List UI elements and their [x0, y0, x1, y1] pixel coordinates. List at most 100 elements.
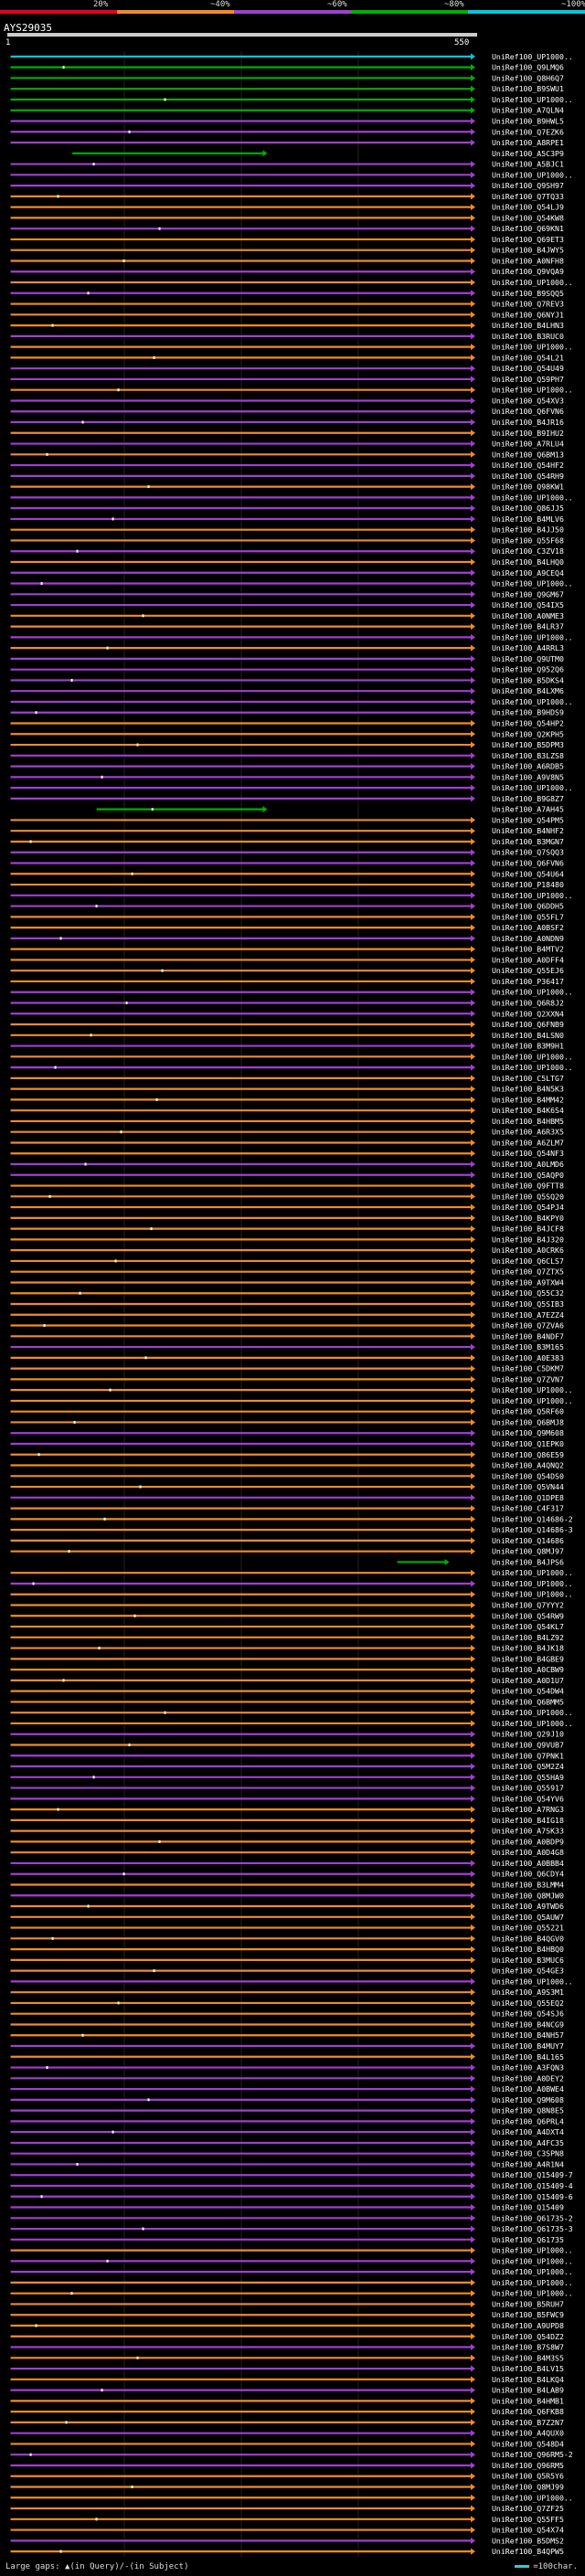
- hit-accession[interactable]: UniRef100_A4DXT4: [492, 2127, 564, 2136]
- hit-accession[interactable]: UniRef100_Q14686-3: [492, 1525, 573, 1534]
- hit-accession[interactable]: UniRef100_A0E383: [492, 1353, 564, 1362]
- hit-accession[interactable]: UniRef100_B4LXM6: [492, 686, 564, 695]
- hit-accession[interactable]: UniRef100_Q7SQQ3: [492, 848, 564, 857]
- hit-accession[interactable]: UniRef100_B4J320: [492, 1235, 564, 1244]
- hit-accession[interactable]: UniRef100_Q55F68: [492, 535, 564, 545]
- hit-accession[interactable]: UniRef100_A6R3X5: [492, 1128, 564, 1137]
- hit-accession[interactable]: UniRef100_B4LV15: [492, 2364, 564, 2373]
- hit-accession[interactable]: UniRef100_B4KPY0: [492, 1214, 564, 1223]
- hit-accession[interactable]: UniRef100_B4M3S5: [492, 2353, 564, 2362]
- hit-accession[interactable]: UniRef100_A9S3M1: [492, 1988, 564, 1997]
- hit-accession[interactable]: UniRef100_Q9VQA9: [492, 267, 564, 276]
- hit-accession[interactable]: UniRef100_Q7TQ33: [492, 192, 564, 201]
- hit-accession[interactable]: UniRef100_P36417: [492, 977, 564, 986]
- hit-accession[interactable]: UniRef100_Q2XXN4: [492, 1009, 564, 1018]
- hit-accession[interactable]: UniRef100_A7AH45: [492, 805, 564, 814]
- hit-accession[interactable]: UniRef100_A8RPE1: [492, 138, 564, 147]
- hit-accession[interactable]: UniRef100_B3M165: [492, 1342, 564, 1352]
- hit-accession[interactable]: UniRef100_Q7ZVA6: [492, 1321, 564, 1330]
- hit-accession[interactable]: UniRef100_Q54HF2: [492, 461, 564, 470]
- hit-accession[interactable]: UniRef100_B4MUY7: [492, 2041, 564, 2051]
- hit-accession[interactable]: UniRef100_Q7EZK6: [492, 127, 564, 136]
- hit-accession[interactable]: UniRef100_B4N5K3: [492, 1085, 564, 1094]
- hit-accession[interactable]: UniRef100_UP1000..: [492, 1063, 573, 1072]
- hit-accession[interactable]: UniRef100_Q9FTT8: [492, 1182, 564, 1191]
- hit-accession[interactable]: UniRef100_Q54U49: [492, 364, 564, 373]
- hit-accession[interactable]: UniRef100_Q54IX5: [492, 600, 564, 610]
- hit-accession[interactable]: UniRef100_A4R1N4: [492, 2159, 564, 2168]
- hit-accession[interactable]: UniRef100_A0NDN9: [492, 934, 564, 943]
- hit-accession[interactable]: UniRef100_UP1000..: [492, 2246, 573, 2255]
- hit-accession[interactable]: UniRef100_UP1000..: [492, 278, 573, 287]
- hit-accession[interactable]: UniRef100_Q6FKB8: [492, 2407, 564, 2416]
- hit-accession[interactable]: UniRef100_UP1000..: [492, 783, 573, 792]
- hit-accession[interactable]: UniRef100_B9SWU1: [492, 84, 564, 93]
- hit-accession[interactable]: UniRef100_UP1000..: [492, 579, 573, 588]
- hit-accession[interactable]: UniRef100_Q15409-6: [492, 2192, 573, 2201]
- hit-accession[interactable]: UniRef100_B5DKS4: [492, 675, 564, 684]
- hit-accession[interactable]: UniRef100_UP1000..: [492, 632, 573, 641]
- hit-accession[interactable]: UniRef100_A0DFF4: [492, 955, 564, 964]
- hit-accession[interactable]: UniRef100_B4MLV6: [492, 514, 564, 524]
- hit-accession[interactable]: UniRef100_B4LHQ0: [492, 557, 564, 567]
- hit-accession[interactable]: UniRef100_Q6PRL4: [492, 2116, 564, 2125]
- hit-accession[interactable]: UniRef100_Q8MJW0: [492, 1891, 564, 1900]
- hit-accession[interactable]: UniRef100_Q5M2Z4: [492, 1762, 564, 1771]
- hit-accession[interactable]: UniRef100_Q7YYY2: [492, 1601, 564, 1610]
- hit-accession[interactable]: UniRef100_Q6BMM5: [492, 1697, 564, 1706]
- hit-accession[interactable]: UniRef100_C3ZV18: [492, 546, 564, 556]
- hit-accession[interactable]: UniRef100_Q54X74: [492, 2526, 564, 2535]
- hit-accession[interactable]: UniRef100_Q5AUW7: [492, 1913, 564, 1922]
- hit-accession[interactable]: UniRef100_Q8MJ97: [492, 1547, 564, 1556]
- hit-accession[interactable]: UniRef100_Q7ZF25: [492, 2504, 564, 2513]
- hit-accession[interactable]: UniRef100_Q54L21: [492, 353, 564, 362]
- hit-accession[interactable]: UniRef100_Q54DW4: [492, 1687, 564, 1696]
- hit-accession[interactable]: UniRef100_Q54SJ6: [492, 2009, 564, 2019]
- hit-accession[interactable]: UniRef100_Q61735-3: [492, 2224, 573, 2233]
- hit-accession[interactable]: UniRef100_Q54KL7: [492, 1622, 564, 1631]
- hit-accession[interactable]: UniRef100_A0CBW9: [492, 1665, 564, 1674]
- hit-accession[interactable]: UniRef100_C5DKM7: [492, 1364, 564, 1373]
- hit-accession[interactable]: UniRef100_UP1000..: [492, 2493, 573, 2502]
- hit-accession[interactable]: UniRef100_A0CRK6: [492, 1246, 564, 1255]
- hit-accession[interactable]: UniRef100_A0NFH8: [492, 256, 564, 265]
- hit-accession[interactable]: UniRef100_UP1000..: [492, 52, 573, 61]
- hit-accession[interactable]: UniRef100_A4RRL3: [492, 643, 564, 652]
- hit-accession[interactable]: UniRef100_A6RDB5: [492, 762, 564, 771]
- hit-accession[interactable]: UniRef100_Q61735: [492, 2235, 564, 2244]
- hit-accession[interactable]: UniRef100_A3FQN3: [492, 2063, 564, 2072]
- hit-accession[interactable]: UniRef100_Q15409: [492, 2203, 564, 2212]
- hit-accession[interactable]: UniRef100_A0D4G8: [492, 1848, 564, 1857]
- hit-accession[interactable]: UniRef100_B4JPS6: [492, 1557, 564, 1566]
- hit-accession[interactable]: UniRef100_B4HBQ0: [492, 1945, 564, 1954]
- hit-accession[interactable]: UniRef100_Q6FNB9: [492, 1020, 564, 1029]
- hit-accession[interactable]: UniRef100_C5LTG7: [492, 1074, 564, 1083]
- hit-accession[interactable]: UniRef100_Q54PM5: [492, 815, 564, 824]
- hit-accession[interactable]: UniRef100_B5DPM3: [492, 740, 564, 749]
- hit-accession[interactable]: UniRef100_B4LHN3: [492, 321, 564, 330]
- hit-accession[interactable]: UniRef100_Q2KPH5: [492, 729, 564, 738]
- hit-accession[interactable]: UniRef100_B9G8Z7: [492, 794, 564, 803]
- hit-accession[interactable]: UniRef100_Q59PH7: [492, 375, 564, 384]
- hit-accession[interactable]: UniRef100_Q54RH9: [492, 472, 564, 481]
- hit-accession[interactable]: UniRef100_A0BBB4: [492, 1859, 564, 1868]
- hit-accession[interactable]: UniRef100_Q55FL7: [492, 912, 564, 921]
- hit-accession[interactable]: UniRef100_Q6FVN6: [492, 859, 564, 868]
- hit-accession[interactable]: UniRef100_Q54DZ2: [492, 2332, 564, 2341]
- hit-accession[interactable]: UniRef100_Q952Q6: [492, 665, 564, 674]
- hit-accession[interactable]: UniRef100_Q6BMJ8: [492, 1417, 564, 1426]
- hit-accession[interactable]: UniRef100_B9HDS9: [492, 708, 564, 717]
- hit-accession[interactable]: UniRef100_Q5R5Y6: [492, 2472, 564, 2481]
- hit-accession[interactable]: UniRef100_Q86JJ5: [492, 504, 564, 513]
- hit-accession[interactable]: UniRef100_Q9LMQ6: [492, 63, 564, 72]
- hit-accession[interactable]: UniRef100_Q54LJ9: [492, 203, 564, 212]
- hit-accession[interactable]: UniRef100_UP1000..: [492, 2256, 573, 2265]
- hit-accession[interactable]: UniRef100_UP1000..: [492, 170, 573, 179]
- hit-accession[interactable]: UniRef100_UP1000..: [492, 343, 573, 352]
- hit-accession[interactable]: UniRef100_Q5AQP0: [492, 1171, 564, 1180]
- hit-accession[interactable]: UniRef100_UP1000..: [492, 1385, 573, 1394]
- hit-accession[interactable]: UniRef100_A9V8N5: [492, 772, 564, 781]
- hit-accession[interactable]: UniRef100_Q14686-2: [492, 1514, 573, 1523]
- hit-accession[interactable]: UniRef100_Q8N8E5: [492, 2106, 564, 2115]
- hit-accession[interactable]: UniRef100_Q1DPE8: [492, 1493, 564, 1502]
